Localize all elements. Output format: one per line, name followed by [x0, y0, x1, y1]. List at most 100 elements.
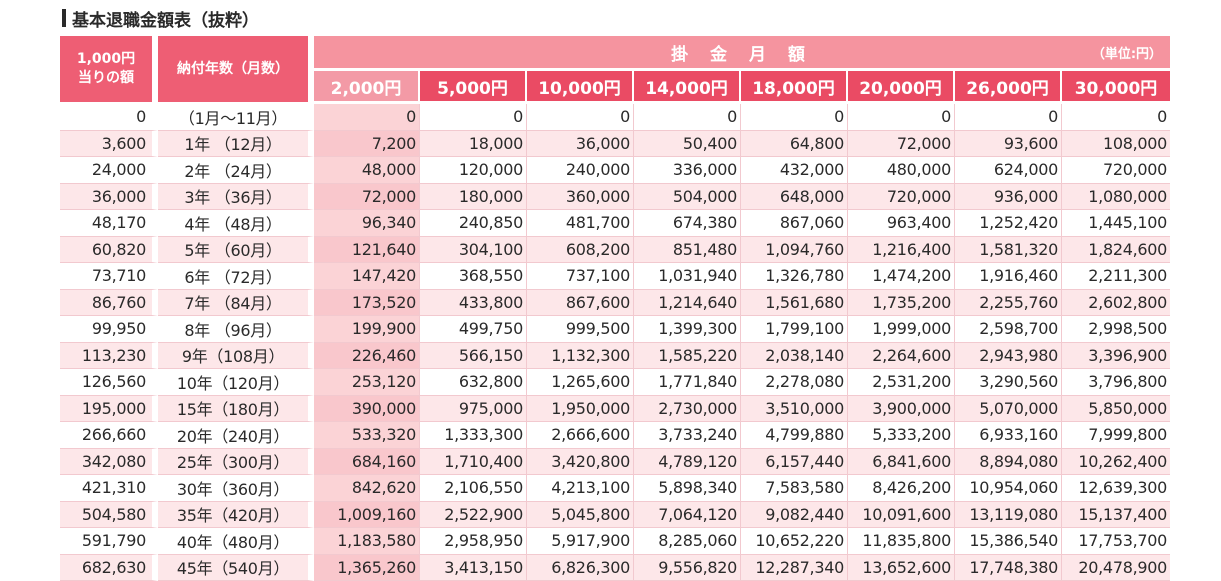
- cell-amount: 0: [848, 104, 955, 131]
- cell-amount: 1,824,600: [1062, 237, 1170, 264]
- cell-amount: 390,000: [314, 396, 420, 423]
- cell-amount: 336,000: [634, 157, 741, 184]
- cell-amount: 147,420: [314, 263, 420, 290]
- cell-amount: 1,265,600: [527, 369, 634, 396]
- cell-amount: 7,999,800: [1062, 422, 1170, 449]
- cell-years: 5年 （60月）: [158, 237, 314, 264]
- cell-amount: 2,264,600: [848, 343, 955, 370]
- cell-amount: 1,735,200: [848, 290, 955, 317]
- cell-amount: 226,460: [314, 343, 420, 370]
- header-amount: 14,000円: [634, 71, 741, 104]
- page-title: 基本退職金額表（抜粋）: [62, 6, 259, 30]
- cell-amount: 5,333,200: [848, 422, 955, 449]
- cell-amount: 1,950,000: [527, 396, 634, 423]
- cell-amount: 1,252,420: [955, 210, 1062, 237]
- cell-amount: 240,850: [420, 210, 527, 237]
- cell-amount: 3,733,240: [634, 422, 741, 449]
- cell-base-amount: 195,000: [60, 396, 158, 423]
- cell-base-amount: 0: [60, 104, 158, 131]
- cell-base-amount: 126,560: [60, 369, 158, 396]
- cell-amount: 936,000: [955, 184, 1062, 211]
- header-monthly-label: 掛 金 月 額: [671, 45, 813, 65]
- header-monthly-contribution: 掛 金 月 額 （単位:円）: [314, 36, 1170, 71]
- cell-years: 2年 （24月）: [158, 157, 314, 184]
- cell-amount: 2,038,140: [741, 343, 848, 370]
- cell-amount: 975,000: [420, 396, 527, 423]
- cell-amount: 2,598,700: [955, 316, 1062, 343]
- cell-amount: 121,640: [314, 237, 420, 264]
- cell-amount: 851,480: [634, 237, 741, 264]
- cell-amount: 10,091,600: [848, 502, 955, 529]
- cell-base-amount: 3,600: [60, 131, 158, 158]
- cell-amount: 96,340: [314, 210, 420, 237]
- cell-amount: 17,748,380: [955, 555, 1062, 581]
- cell-base-amount: 48,170: [60, 210, 158, 237]
- retirement-benefit-table: 1,000円 当りの額 納付年数（月数） 掛 金 月 額 （単位:円） 2,00…: [60, 36, 1170, 581]
- cell-amount: 7,200: [314, 131, 420, 158]
- cell-amount: 1,326,780: [741, 263, 848, 290]
- cell-amount: 7,583,580: [741, 475, 848, 502]
- cell-amount: 173,520: [314, 290, 420, 317]
- cell-amount: 867,600: [527, 290, 634, 317]
- cell-amount: 6,841,600: [848, 449, 955, 476]
- cell-amount: 72,000: [314, 184, 420, 211]
- cell-base-amount: 266,660: [60, 422, 158, 449]
- header-amount: 26,000円: [955, 71, 1062, 104]
- header-base-amount-line2: 当りの額: [60, 69, 152, 88]
- cell-amount: 17,753,700: [1062, 528, 1170, 555]
- cell-amount: 4,789,120: [634, 449, 741, 476]
- cell-amount: 4,213,100: [527, 475, 634, 502]
- cell-amount: 2,522,900: [420, 502, 527, 529]
- cell-amount: 9,556,820: [634, 555, 741, 581]
- cell-amount: 624,000: [955, 157, 1062, 184]
- cell-amount: 3,900,000: [848, 396, 955, 423]
- cell-amount: 0: [634, 104, 741, 131]
- cell-amount: 10,652,220: [741, 528, 848, 555]
- cell-amount: 6,826,300: [527, 555, 634, 581]
- cell-base-amount: 24,000: [60, 157, 158, 184]
- header-amount: 18,000円: [741, 71, 848, 104]
- cell-amount: 2,602,800: [1062, 290, 1170, 317]
- cell-amount: 6,933,160: [955, 422, 1062, 449]
- cell-amount: 15,137,400: [1062, 502, 1170, 529]
- cell-amount: 3,396,900: [1062, 343, 1170, 370]
- cell-years: 25年（300月）: [158, 449, 314, 476]
- cell-years: 9年（108月）: [158, 343, 314, 370]
- cell-amount: 1,916,460: [955, 263, 1062, 290]
- cell-amount: 48,000: [314, 157, 420, 184]
- cell-amount: 481,700: [527, 210, 634, 237]
- cell-amount: 433,800: [420, 290, 527, 317]
- cell-amount: 1,474,200: [848, 263, 955, 290]
- cell-amount: 684,160: [314, 449, 420, 476]
- cell-amount: 9,082,440: [741, 502, 848, 529]
- cell-base-amount: 113,230: [60, 343, 158, 370]
- cell-amount: 1,094,760: [741, 237, 848, 264]
- header-unit: （単位:円）: [1092, 43, 1162, 62]
- cell-amount: 8,426,200: [848, 475, 955, 502]
- cell-amount: 8,285,060: [634, 528, 741, 555]
- cell-amount: 480,000: [848, 157, 955, 184]
- cell-amount: 12,287,340: [741, 555, 848, 581]
- cell-amount: 5,045,800: [527, 502, 634, 529]
- cell-amount: 2,943,980: [955, 343, 1062, 370]
- cell-amount: 2,730,000: [634, 396, 741, 423]
- cell-amount: 180,000: [420, 184, 527, 211]
- cell-amount: 199,900: [314, 316, 420, 343]
- cell-amount: 36,000: [527, 131, 634, 158]
- header-base-amount-line1: 1,000円: [60, 50, 152, 69]
- cell-amount: 1,333,300: [420, 422, 527, 449]
- cell-amount: 1,581,320: [955, 237, 1062, 264]
- cell-base-amount: 591,790: [60, 528, 158, 555]
- cell-amount: 1,080,000: [1062, 184, 1170, 211]
- cell-amount: 0: [1062, 104, 1170, 131]
- cell-amount: 5,070,000: [955, 396, 1062, 423]
- cell-base-amount: 36,000: [60, 184, 158, 211]
- header-amount: 10,000円: [527, 71, 634, 104]
